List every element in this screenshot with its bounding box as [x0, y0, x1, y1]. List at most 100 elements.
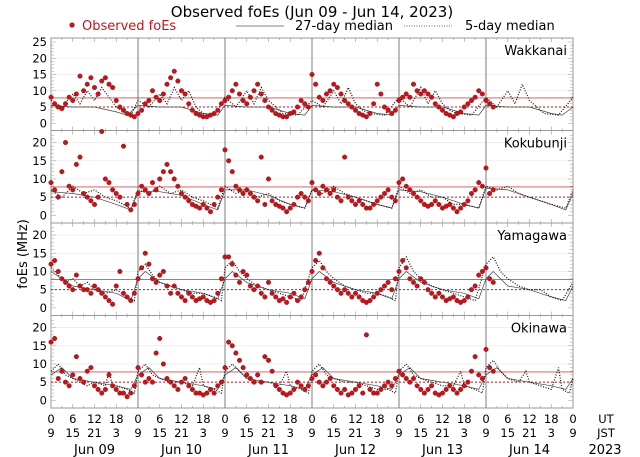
observed-point	[226, 339, 232, 345]
observed-point	[262, 354, 268, 360]
observed-point	[411, 279, 417, 285]
x-tick-label-ut: 18	[457, 412, 472, 426]
observed-point	[479, 268, 485, 274]
observed-point	[113, 191, 119, 197]
observed-point	[91, 84, 97, 90]
observed-point	[186, 383, 192, 389]
observed-point	[287, 390, 293, 396]
observed-point	[251, 88, 257, 94]
observed-point	[153, 279, 159, 285]
observed-point	[131, 383, 137, 389]
observed-point	[84, 194, 90, 200]
x-tick-label-ut: 12	[261, 412, 276, 426]
observed-point	[342, 287, 348, 293]
observed-point	[131, 201, 137, 207]
observed-point	[262, 97, 268, 103]
observed-point	[324, 379, 330, 385]
observed-point	[389, 383, 395, 389]
observed-point	[124, 201, 130, 207]
observed-point	[218, 379, 224, 385]
observed-point	[374, 81, 380, 87]
observed-point	[233, 81, 239, 87]
observed-point	[135, 276, 141, 282]
observed-point	[309, 71, 315, 77]
observed-point	[421, 88, 427, 94]
y-tick-label: 5	[40, 100, 47, 114]
observed-point	[207, 386, 213, 392]
observed-point	[476, 180, 482, 186]
observed-point	[305, 104, 311, 110]
observed-point	[240, 191, 246, 197]
observed-point	[324, 276, 330, 282]
observed-point	[469, 97, 475, 103]
observed-point	[139, 107, 145, 113]
observed-point	[327, 191, 333, 197]
observed-point	[407, 187, 413, 193]
observed-point	[353, 201, 359, 207]
x-tick-label-jst: 9	[395, 426, 402, 440]
observed-point	[483, 346, 489, 352]
observed-point	[316, 250, 322, 256]
observed-point	[273, 294, 279, 300]
x-tick-label-jst: 21	[522, 426, 537, 440]
observed-point	[182, 194, 188, 200]
x-tick-label-jst: 21	[87, 426, 102, 440]
observed-point	[175, 183, 181, 189]
observed-point	[345, 290, 351, 296]
observed-point	[215, 383, 221, 389]
observed-point	[465, 379, 471, 385]
observed-point	[55, 376, 61, 382]
observed-point	[295, 194, 301, 200]
observed-point	[479, 91, 485, 97]
observed-point	[349, 294, 355, 300]
x-tick-label-jst: 3	[374, 426, 381, 440]
observed-point	[66, 183, 72, 189]
observed-point	[197, 205, 203, 211]
x-tick-label-jst: 15	[413, 426, 428, 440]
observed-point	[305, 279, 311, 285]
observed-point	[91, 201, 97, 207]
observed-point	[360, 201, 366, 207]
observed-point	[305, 383, 311, 389]
observed-point	[55, 194, 61, 200]
observed-point	[120, 143, 126, 149]
observed-point	[476, 88, 482, 94]
observed-point	[378, 386, 384, 392]
legend-27day-label: 27-day median	[295, 19, 393, 34]
observed-point	[164, 376, 170, 382]
x-tick-label-jst: 15	[239, 426, 254, 440]
x-tick-label-ut: 6	[504, 412, 511, 426]
observed-point	[313, 187, 319, 193]
observed-point	[258, 290, 264, 296]
observed-point	[367, 110, 373, 116]
observed-point	[450, 114, 456, 120]
observed-point	[490, 187, 496, 193]
observed-point	[149, 88, 155, 94]
observed-point	[88, 290, 94, 296]
observed-point	[403, 91, 409, 97]
y-tick-label: 10	[32, 264, 47, 278]
x-tick-label-ut: 6	[417, 412, 424, 426]
y-tick-label: 15	[32, 246, 47, 260]
observed-point	[309, 376, 315, 382]
observed-point	[113, 386, 119, 392]
observed-point	[215, 290, 221, 296]
observed-point	[251, 379, 257, 385]
y-tick-label: 10	[32, 357, 47, 371]
observed-point	[207, 209, 213, 215]
observed-point	[400, 372, 406, 378]
observed-point	[440, 294, 446, 300]
observed-point	[382, 383, 388, 389]
observed-point	[302, 287, 308, 293]
panel-okinawa: 0 5 10 15 20 Okinawa	[32, 315, 574, 409]
observed-point	[418, 91, 424, 97]
observed-point	[487, 365, 493, 371]
observed-point	[135, 191, 141, 197]
observed-point	[66, 383, 72, 389]
observed-point	[327, 279, 333, 285]
observed-point	[331, 383, 337, 389]
jst-row-label: JST	[596, 426, 616, 440]
observed-point	[454, 390, 460, 396]
x-tick-label-ut: 18	[283, 412, 298, 426]
